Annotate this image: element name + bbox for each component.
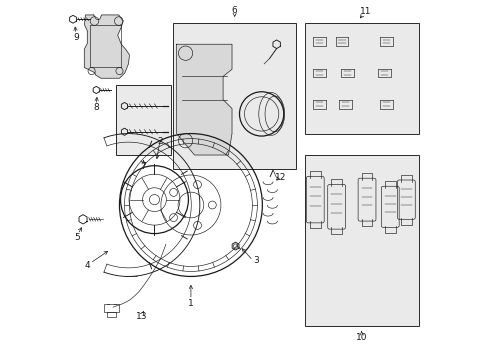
Text: 12: 12 [274, 173, 285, 182]
Bar [304, 155, 418, 327]
Text: 7: 7 [141, 162, 146, 171]
Text: 4: 4 [84, 261, 90, 270]
Text: 2: 2 [157, 137, 163, 146]
Text: 9: 9 [73, 33, 79, 42]
Polygon shape [176, 44, 231, 155]
Bar [116, 85, 171, 155]
Text: 5: 5 [74, 233, 80, 242]
Bar [304, 23, 418, 134]
Text: 10: 10 [355, 333, 366, 342]
Text: 3: 3 [253, 256, 259, 265]
Polygon shape [84, 15, 129, 78]
Bar [104, 304, 119, 312]
Text: 1: 1 [188, 299, 193, 308]
Text: 6: 6 [231, 6, 237, 15]
Text: 8: 8 [93, 103, 99, 112]
Text: 11: 11 [359, 7, 370, 16]
Text: 13: 13 [136, 312, 147, 321]
Bar [173, 23, 296, 169]
Bar [107, 312, 116, 317]
